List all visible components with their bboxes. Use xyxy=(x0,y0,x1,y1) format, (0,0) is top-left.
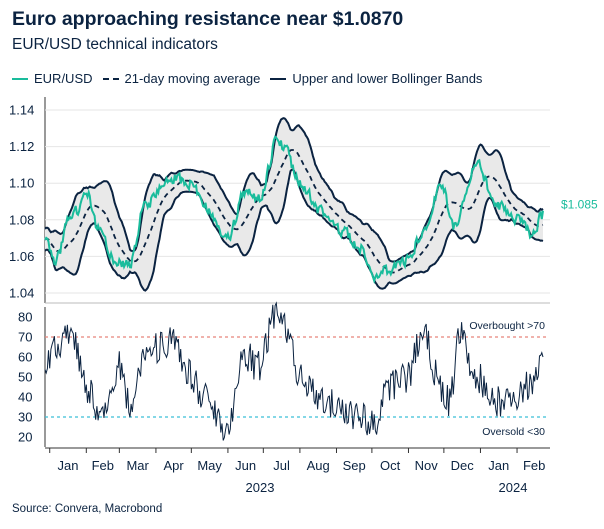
upper-bollinger-band-line xyxy=(44,117,544,263)
rsi-panel: 80 70 60 50 40 30 20 Overbought >70 Oversold <30 xyxy=(18,301,548,447)
rsi-y-tick-label: 60 xyxy=(18,350,32,365)
x-month-label: Feb xyxy=(92,458,114,473)
price-y-tick-label: 1.04 xyxy=(9,286,34,301)
price-y-tick-label: 1.10 xyxy=(9,176,34,191)
eurusd-line xyxy=(44,135,544,285)
price-y-tick-label: 1.06 xyxy=(9,249,34,264)
legend-label-moving-average: 21-day moving average xyxy=(124,71,261,86)
x-axis: Jan Feb Mar Apr May Jun Jul Aug Sep Oct Nov Dec Jan F… xyxy=(45,447,550,495)
moving-average-line xyxy=(44,149,544,274)
chart-subtitle: EUR/USD technical indicators xyxy=(12,36,218,53)
x-month-label: Jul xyxy=(273,458,290,473)
legend: EUR/USD 21-day moving average Upper and … xyxy=(12,71,492,86)
x-month-label: May xyxy=(197,458,222,473)
price-y-tick-label: 1.14 xyxy=(9,103,34,118)
bollinger-band-fill xyxy=(45,118,543,291)
oversold-label: Oversold <30 xyxy=(482,426,545,438)
x-month-label: Apr xyxy=(164,458,185,473)
x-month-label: Nov xyxy=(415,458,439,473)
legend-swatch-moving-average xyxy=(102,77,119,80)
x-month-label: Aug xyxy=(307,458,330,473)
x-year-label: 2023 xyxy=(246,480,275,495)
legend-item-bollinger: Upper and lower Bollinger Bands xyxy=(270,71,482,86)
legend-label-eurusd: EUR/USD xyxy=(34,71,93,86)
legend-swatch-eurusd xyxy=(12,77,28,80)
price-panel: 1.14 1.12 1.10 1.08 1.06 1.04 $1.085 xyxy=(9,97,598,304)
price-y-tick-label: 1.12 xyxy=(9,139,34,154)
legend-item-eurusd: EUR/USD xyxy=(12,71,93,86)
legend-label-bollinger: Upper and lower Bollinger Bands xyxy=(292,71,483,86)
rsi-y-tick-label: 80 xyxy=(18,310,32,325)
legend-swatch-bollinger xyxy=(270,77,287,80)
legend-item-moving-average: 21-day moving average xyxy=(102,71,261,86)
x-month-label: Jan xyxy=(488,458,509,473)
x-month-label: Feb xyxy=(523,458,545,473)
rsi-y-tick-label: 40 xyxy=(18,390,32,405)
rsi-line xyxy=(44,301,544,441)
rsi-y-tick-label: 70 xyxy=(18,330,32,345)
price-y-tick-label: 1.08 xyxy=(9,212,34,227)
last-value-label: $1.085 xyxy=(561,198,598,212)
x-month-label: Oct xyxy=(380,458,401,473)
x-month-label: Jan xyxy=(58,458,79,473)
x-month-label: Dec xyxy=(451,458,475,473)
rsi-y-tick-label: 50 xyxy=(18,370,32,385)
x-year-label: 2024 xyxy=(499,480,528,495)
source-note: Source: Convera, Macrobond xyxy=(12,503,163,515)
chart-title: Euro approaching resistance near $1.0870 xyxy=(12,8,404,30)
x-month-label: Jun xyxy=(235,458,256,473)
overbought-label: Overbought >70 xyxy=(469,320,545,332)
rsi-y-tick-label: 20 xyxy=(18,430,32,445)
x-month-label: Mar xyxy=(126,458,149,473)
x-month-label: Sep xyxy=(343,458,366,473)
rsi-y-tick-label: 30 xyxy=(18,410,32,425)
